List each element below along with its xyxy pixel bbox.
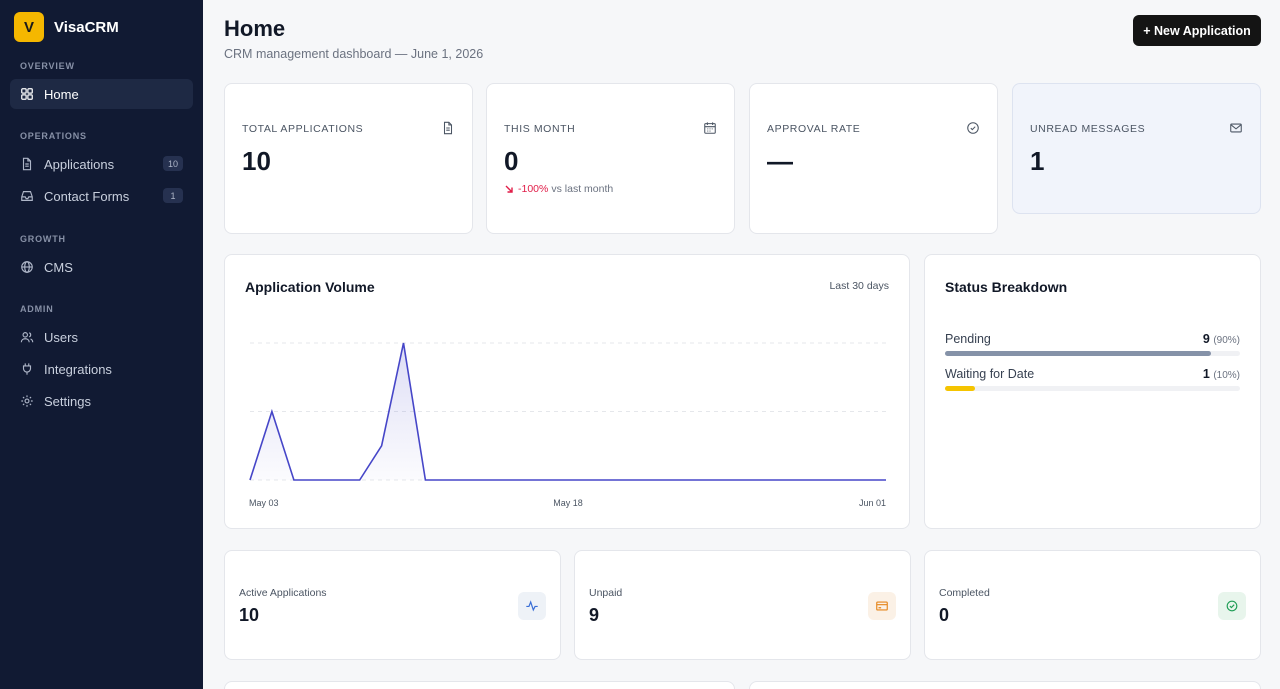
file-icon bbox=[22, 157, 32, 171]
x-tick-label: Jun 01 bbox=[859, 498, 886, 508]
status-count-value: 9 bbox=[1202, 332, 1210, 346]
mini-card-unpaid: Unpaid 9 bbox=[574, 550, 911, 660]
sidebar-item-settings[interactable]: Settings bbox=[10, 386, 193, 416]
check-circle-icon bbox=[967, 122, 979, 134]
status-bar bbox=[945, 386, 1240, 391]
sidebar-item-label: Home bbox=[44, 86, 79, 102]
section-label-growth: GROWTH bbox=[20, 234, 66, 244]
mail-icon bbox=[1230, 123, 1242, 133]
stat-value: 0 bbox=[504, 146, 519, 176]
series-line bbox=[249, 342, 886, 481]
mini-value: 9 bbox=[589, 605, 600, 625]
brand[interactable]: V VisaCRM bbox=[14, 12, 119, 42]
gear-icon bbox=[21, 395, 33, 407]
status-percent: (10%) bbox=[1213, 370, 1240, 381]
stat-label: APPROVAL RATE bbox=[767, 123, 861, 135]
mini-value: 10 bbox=[239, 605, 260, 625]
sidebar-item-label: Applications bbox=[44, 156, 115, 172]
stat-card-unread-messages[interactable]: UNREAD MESSAGES 1 bbox=[1012, 83, 1261, 214]
calendar-icon bbox=[704, 122, 716, 134]
count-badge: 1 bbox=[163, 188, 183, 203]
card-title: Status Breakdown bbox=[945, 279, 1068, 295]
check-circle-icon bbox=[1218, 592, 1246, 620]
plug-icon bbox=[22, 363, 32, 375]
sidebar: V VisaCRM OVERVIEW Home OPERATIONS Appli… bbox=[0, 0, 203, 689]
credit-card-icon bbox=[868, 592, 896, 620]
count-badge: 10 bbox=[163, 156, 183, 171]
activity-icon bbox=[518, 592, 546, 620]
dashboard-icon bbox=[21, 88, 33, 100]
mini-card-active-applications: Active Applications 10 bbox=[224, 550, 561, 660]
chart-range: Last 30 days bbox=[829, 280, 889, 292]
mini-label: Completed bbox=[939, 587, 990, 599]
status-name: Pending bbox=[945, 332, 991, 346]
document-icon bbox=[443, 121, 453, 135]
sidebar-item-label: Integrations bbox=[44, 361, 112, 377]
sidebar-item-users[interactable]: Users bbox=[10, 322, 193, 352]
status-bar-fill bbox=[945, 386, 975, 391]
sidebar-item-home[interactable]: Home bbox=[10, 79, 193, 109]
stat-label: TOTAL APPLICATIONS bbox=[242, 123, 364, 135]
partial-card bbox=[224, 681, 735, 689]
series-area bbox=[250, 343, 886, 480]
stat-value: 1 bbox=[1030, 146, 1045, 176]
stat-label: UNREAD MESSAGES bbox=[1030, 123, 1146, 135]
sidebar-item-contact-forms[interactable]: Contact Forms 1 bbox=[10, 181, 193, 211]
stat-card-this-month: THIS MONTH 0 -100% vs last month bbox=[486, 83, 735, 234]
sidebar-item-label: Contact Forms bbox=[44, 188, 130, 204]
volume-chart: May 03 May 18 Jun 01 bbox=[249, 342, 886, 508]
card-title: Application Volume bbox=[245, 279, 375, 295]
trend-value: -100% bbox=[518, 183, 549, 195]
stat-label: THIS MONTH bbox=[504, 123, 576, 135]
page-subtitle: CRM management dashboard — June 1, 2026 bbox=[224, 47, 484, 61]
stat-card-total-applications: TOTAL APPLICATIONS 10 bbox=[224, 83, 473, 234]
stat-card-approval-rate: APPROVAL RATE — bbox=[749, 83, 998, 234]
mini-label: Active Applications bbox=[239, 587, 327, 599]
new-application-button[interactable]: + New Application bbox=[1133, 15, 1261, 46]
status-breakdown-card: Status Breakdown Pending 9 (90%) Waiting… bbox=[924, 254, 1261, 529]
trend-text: vs last month bbox=[551, 183, 614, 195]
section-label-overview: OVERVIEW bbox=[20, 61, 75, 71]
sidebar-item-applications[interactable]: Applications 10 bbox=[10, 149, 193, 179]
status-count-value: 1 bbox=[1202, 367, 1210, 381]
sidebar-item-cms[interactable]: CMS bbox=[10, 252, 193, 282]
sidebar-item-label: Settings bbox=[44, 393, 91, 409]
sidebar-item-label: CMS bbox=[44, 259, 73, 275]
page-title: Home bbox=[224, 16, 286, 41]
stat-value: — bbox=[767, 146, 793, 176]
status-count: 1 (10%) bbox=[1203, 367, 1240, 381]
users-icon bbox=[20, 332, 34, 343]
status-bar bbox=[945, 351, 1240, 356]
section-label-admin: ADMIN bbox=[20, 304, 54, 314]
stat-value: 10 bbox=[242, 146, 271, 176]
status-row-pending: Pending 9 (90%) bbox=[945, 332, 1240, 356]
mini-label: Unpaid bbox=[589, 587, 623, 599]
arrow-down-right-icon bbox=[505, 185, 513, 193]
status-row-waiting-for-date: Waiting for Date 1 (10%) bbox=[945, 367, 1240, 391]
mini-value: 0 bbox=[939, 605, 950, 625]
x-tick-label: May 18 bbox=[553, 498, 583, 508]
sidebar-item-label: Users bbox=[44, 329, 78, 345]
mini-card-completed: Completed 0 bbox=[924, 550, 1261, 660]
x-tick-label: May 03 bbox=[249, 498, 279, 508]
brand-logo: V bbox=[14, 12, 44, 42]
globe-icon bbox=[21, 261, 33, 273]
status-count: 9 (90%) bbox=[1203, 332, 1240, 346]
status-name: Waiting for Date bbox=[945, 367, 1035, 381]
application-volume-card: Application Volume Last 30 days May 03 Ma… bbox=[224, 254, 910, 529]
brand-name: VisaCRM bbox=[54, 18, 119, 36]
partial-card bbox=[749, 681, 1261, 689]
status-bar-fill bbox=[945, 351, 1211, 356]
status-percent: (90%) bbox=[1213, 335, 1240, 346]
inbox-icon bbox=[21, 191, 33, 201]
sidebar-item-integrations[interactable]: Integrations bbox=[10, 354, 193, 384]
section-label-operations: OPERATIONS bbox=[20, 131, 87, 141]
stat-trend: -100% vs last month bbox=[504, 183, 613, 195]
